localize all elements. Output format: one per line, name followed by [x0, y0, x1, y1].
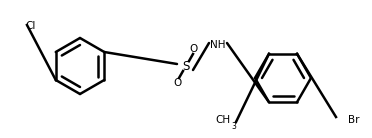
Text: Br: Br	[348, 115, 359, 125]
Text: NH: NH	[210, 40, 226, 50]
Text: 3: 3	[231, 122, 236, 131]
Text: S: S	[182, 59, 190, 72]
Text: CH: CH	[215, 115, 230, 125]
Text: O: O	[174, 78, 182, 88]
Text: O: O	[190, 44, 198, 54]
Text: Cl: Cl	[25, 21, 35, 31]
